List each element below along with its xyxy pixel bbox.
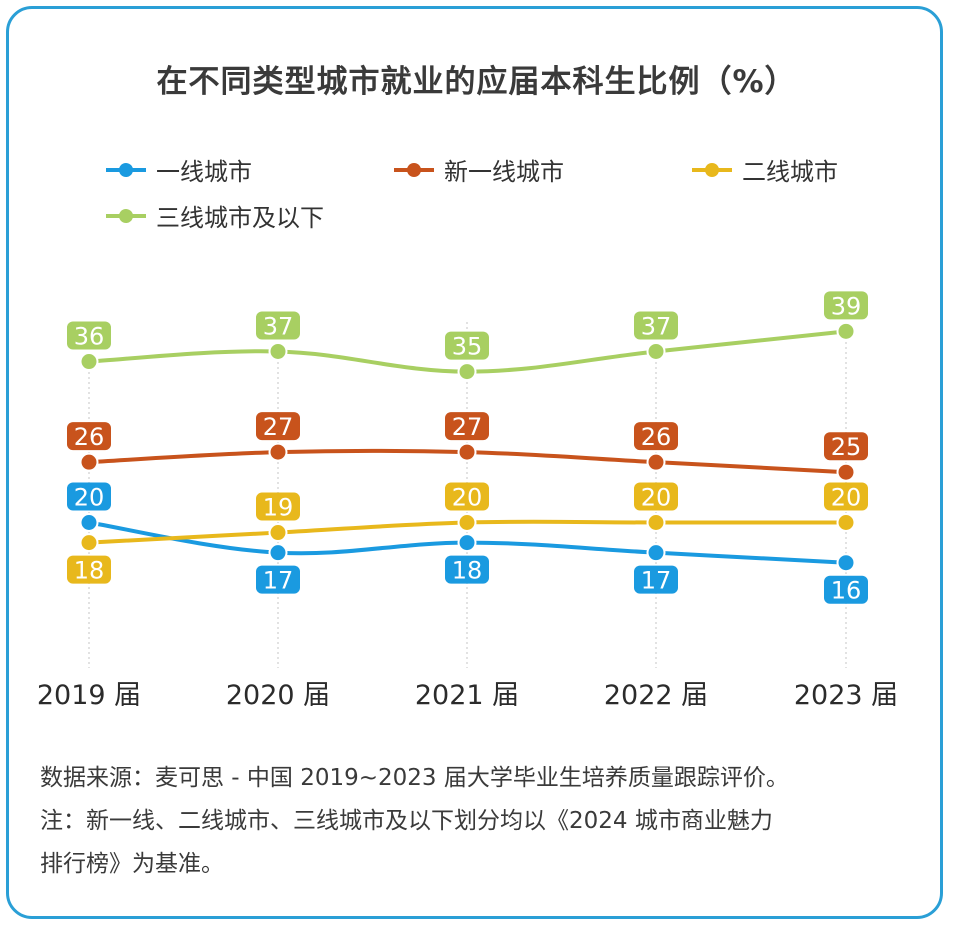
- source-note: 数据来源：麦可思 - 中国 2019~2023 届大学毕业生培养质量跟踪评价。: [40, 765, 789, 791]
- data-label-box: [824, 575, 868, 604]
- data-label: 35: [452, 333, 483, 361]
- chart-title: 在不同类型城市就业的应届本科生比例（%）: [156, 64, 797, 100]
- data-label: 16: [831, 577, 862, 605]
- data-point: [836, 462, 856, 482]
- data-label: 25: [831, 433, 862, 461]
- data-label-box: [824, 482, 868, 511]
- legend-swatch: [394, 162, 434, 177]
- data-label-box: [256, 412, 300, 441]
- legend-label: 二线城市: [742, 158, 838, 186]
- data-point: [79, 513, 99, 532]
- data-point: [646, 341, 666, 361]
- data-label-box: [67, 482, 111, 511]
- data-label: 20: [831, 484, 862, 512]
- data-label: 20: [641, 484, 672, 512]
- legend-label: 一线城市: [156, 158, 252, 186]
- data-label-box: [67, 422, 111, 451]
- chart-card: [6, 6, 943, 919]
- x-tick-label: 2021 届: [415, 680, 519, 711]
- data-label: 37: [263, 312, 294, 340]
- data-point: [646, 452, 666, 472]
- legend-item-tier3-below: 三线城市及以下: [104, 198, 324, 233]
- data-label: 36: [74, 323, 105, 351]
- data-label-box: [445, 482, 489, 511]
- data-label: 26: [641, 423, 672, 451]
- legend-swatch: [692, 162, 732, 177]
- data-label: 19: [263, 494, 294, 522]
- note-line-1: 注：新一线、二线城市、三线城市及以下划分均以《2024 城市商业魅力: [40, 808, 773, 834]
- x-tick-label: 2022 届: [604, 680, 708, 711]
- data-point: [457, 362, 477, 382]
- data-label-box: [256, 565, 300, 594]
- data-label-box: [67, 555, 111, 584]
- data-point: [646, 543, 666, 563]
- data-label: 18: [74, 557, 105, 585]
- data-label: 17: [641, 567, 672, 595]
- data-point: [268, 543, 288, 563]
- data-label-box: [256, 492, 300, 521]
- data-label-box: [634, 565, 678, 594]
- data-point: [79, 352, 99, 372]
- data-label: 17: [263, 567, 294, 595]
- legend-swatch: [106, 208, 146, 223]
- data-label-box: [445, 331, 489, 360]
- data-point: [268, 442, 288, 462]
- data-point: [836, 513, 856, 532]
- data-label: 39: [831, 292, 862, 320]
- data-label-box: [824, 432, 868, 461]
- data-label-box: [256, 311, 300, 340]
- legend-item-tier1: 一线城市: [104, 152, 252, 187]
- legend-item-tier2: 二线城市: [690, 152, 838, 187]
- x-tick-label: 2023 届: [794, 680, 898, 711]
- note-line-2: 排行榜》为基准。: [40, 851, 224, 877]
- data-label: 27: [263, 413, 294, 441]
- data-point: [457, 513, 477, 532]
- data-label-box: [634, 482, 678, 511]
- data-label: 18: [452, 557, 483, 585]
- data-point: [646, 513, 666, 532]
- data-point: [268, 341, 288, 361]
- x-tick-label: 2019 届: [37, 680, 141, 711]
- data-label: 20: [74, 484, 105, 512]
- data-label-box: [634, 311, 678, 340]
- data-label: 37: [641, 312, 672, 340]
- legend-label: 三线城市及以下: [156, 204, 324, 232]
- legend-swatch: [106, 162, 146, 177]
- data-label: 27: [452, 413, 483, 441]
- data-point: [79, 452, 99, 472]
- data-label-box: [445, 555, 489, 584]
- data-label: 20: [452, 484, 483, 512]
- data-label-box: [634, 422, 678, 451]
- legend-label: 新一线城市: [444, 158, 564, 186]
- data-point: [268, 523, 288, 543]
- data-point: [457, 442, 477, 462]
- data-point: [836, 553, 856, 573]
- x-tick-label: 2020 届: [226, 680, 330, 711]
- data-point: [836, 321, 856, 341]
- data-point: [457, 533, 477, 553]
- legend-item-new-tier1: 新一线城市: [392, 152, 564, 187]
- data-point: [79, 533, 99, 553]
- data-label-box: [445, 412, 489, 441]
- data-label-box: [824, 291, 868, 320]
- data-label-box: [67, 321, 111, 350]
- data-label: 26: [74, 423, 105, 451]
